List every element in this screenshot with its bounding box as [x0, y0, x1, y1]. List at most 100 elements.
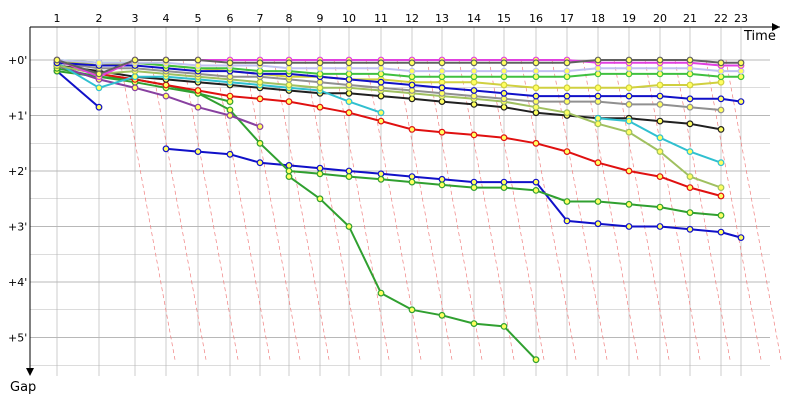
series-point [625, 70, 633, 78]
series-point [316, 70, 324, 78]
axes: Time Gap [10, 23, 780, 395]
series-point [408, 95, 416, 103]
series-point [316, 64, 324, 72]
series-point [717, 73, 725, 81]
series-point [625, 167, 633, 175]
series-point [285, 167, 293, 175]
series-point [625, 117, 633, 125]
series-point [226, 112, 234, 119]
dashed-guide-line [613, 59, 670, 360]
x-tick-label: 18 [591, 12, 605, 25]
series-point [625, 223, 633, 230]
series-point [737, 98, 745, 105]
series-point [345, 75, 353, 83]
series-point [470, 73, 478, 81]
x-axis-title: Time [743, 29, 776, 44]
x-tick-label: 12 [405, 12, 419, 25]
series-point [500, 134, 508, 142]
x-tick-label: 11 [374, 12, 388, 25]
series-point [656, 81, 664, 89]
series-point [470, 178, 478, 186]
series-point [316, 84, 324, 92]
series-point [438, 59, 446, 67]
series-point [285, 59, 293, 67]
series-point [162, 81, 170, 89]
series-point [717, 228, 725, 236]
series-point [226, 73, 234, 81]
series-point [226, 98, 234, 105]
y-axis-arrow [26, 368, 34, 376]
series-point [194, 56, 202, 64]
series-point [563, 109, 571, 117]
series-point [625, 56, 633, 64]
dashed-guide-line [150, 59, 207, 360]
series-point [438, 89, 446, 97]
series-point [470, 92, 478, 100]
series-line [56, 64, 722, 131]
series-line [56, 64, 722, 189]
series-point [408, 59, 416, 67]
series-point [594, 114, 602, 122]
series-point [532, 139, 540, 147]
series-point [131, 56, 139, 64]
series-point [686, 81, 694, 89]
dashed-guide-line [520, 59, 577, 360]
series-point [162, 92, 170, 100]
x-tick-label: 21 [683, 12, 697, 25]
series-point [408, 87, 416, 94]
series-point [345, 98, 353, 105]
x-tick-label: 13 [435, 12, 449, 25]
series-point [656, 117, 664, 125]
series-point [563, 73, 571, 81]
series-point [625, 128, 633, 136]
series-point [345, 59, 353, 67]
x-tick-label: 19 [622, 12, 636, 25]
series-point [717, 192, 725, 200]
series-point [377, 289, 385, 297]
series-point [438, 181, 446, 189]
series-point [686, 209, 694, 217]
series-point [316, 78, 324, 86]
series-point [656, 134, 664, 142]
series-point [717, 106, 725, 114]
series-point [470, 100, 478, 108]
series-point [285, 161, 293, 169]
series-point [345, 223, 353, 230]
series-point [656, 70, 664, 78]
series-point [532, 356, 540, 364]
series-point [194, 148, 202, 156]
series-point [377, 70, 385, 78]
dashed-guide-line [551, 59, 608, 360]
series-line [56, 70, 742, 239]
series-point [408, 178, 416, 186]
x-tick-label: 20 [653, 12, 667, 25]
series-point [316, 170, 324, 178]
series-point [131, 84, 139, 92]
dashed-guide-line [182, 59, 239, 360]
x-tick-label: 15 [497, 12, 511, 25]
series-point [717, 67, 725, 75]
series-point [438, 128, 446, 136]
series-point [686, 95, 694, 103]
series-point [162, 145, 170, 153]
series-point [717, 211, 725, 219]
series-point [316, 103, 324, 111]
series-point [438, 73, 446, 81]
series-point [377, 170, 385, 178]
series-point [594, 84, 602, 92]
series-point [717, 95, 725, 103]
y-tick-label: +5' [8, 332, 27, 345]
dashed-guide-line [705, 59, 762, 360]
series-point [656, 64, 664, 72]
series-point [532, 73, 540, 81]
x-tick-label: 22 [714, 12, 728, 25]
series-point [470, 320, 478, 328]
y-tick-label: +1' [8, 110, 27, 123]
x-tick-label: 2 [96, 12, 103, 25]
series-point [717, 159, 725, 167]
series-point [686, 56, 694, 64]
series-point [594, 56, 602, 64]
series-point [53, 56, 61, 64]
dashed-guide-line [458, 59, 515, 360]
series-point [532, 92, 540, 100]
